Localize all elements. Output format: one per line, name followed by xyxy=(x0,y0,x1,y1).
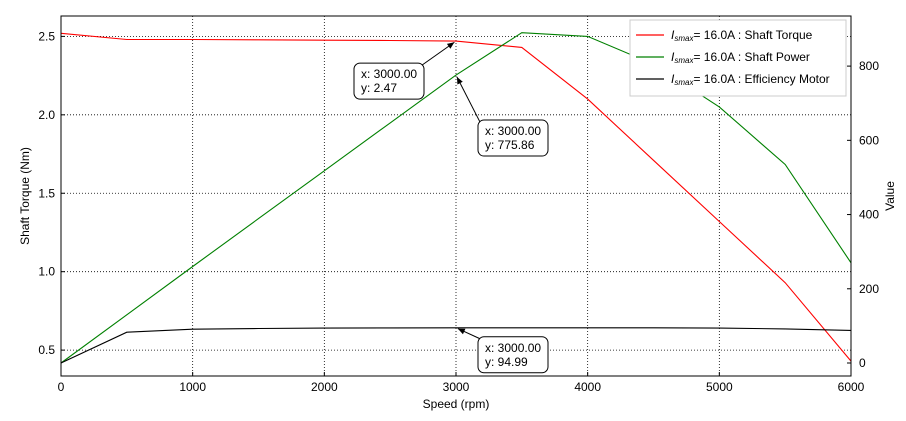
x-tick-label: 3000 xyxy=(443,380,470,394)
legend-entry-1: Ismax= 16.0A : Shaft Power xyxy=(636,50,810,65)
y2-tick-label: 200 xyxy=(859,282,879,296)
legend-entry-2: Ismax= 16.0A : Efficiency Motor xyxy=(636,72,830,87)
y-axis-left: 0.5 1.0 1.5 2.0 2.5 xyxy=(38,29,65,357)
annotation-y-text: y: 94.99 xyxy=(485,355,528,369)
legend-label: Ismax= 16.0A : Shaft Torque xyxy=(671,28,813,43)
y-tick-label: 2.5 xyxy=(38,29,55,43)
x-tick-label: 1000 xyxy=(179,380,206,394)
legend-series-name: Shaft Power xyxy=(745,50,810,64)
legend-symbol: I xyxy=(671,72,675,86)
legend-subscript: smax xyxy=(674,56,694,65)
x-tick-label: 2000 xyxy=(311,380,338,394)
series-line-0 xyxy=(60,32,852,362)
legend-value: = 16.0A xyxy=(693,28,735,42)
annotation-y-text: y: 2.47 xyxy=(361,81,397,95)
y2-tick-label: 800 xyxy=(859,59,879,73)
annotation-arrow-line xyxy=(456,76,481,123)
y-tick-label: 2.0 xyxy=(38,108,55,122)
legend-separator: : xyxy=(735,28,745,42)
annotation-arrowhead xyxy=(457,328,466,335)
series-line-1 xyxy=(60,32,852,364)
legend-separator: : xyxy=(735,50,745,64)
legend-series-name: Efficiency Motor xyxy=(745,72,830,86)
y-axis-right: 0 200 400 600 800 xyxy=(847,59,879,370)
y2-axis-label: Value xyxy=(883,181,897,211)
legend-separator: : xyxy=(735,72,745,86)
annotation-0: x: 3000.00y: 2.47 xyxy=(353,41,455,100)
annotation-arrowhead xyxy=(446,42,455,49)
y2-tick-label: 0 xyxy=(859,356,866,370)
annotation-box xyxy=(477,336,549,374)
legend-entry-0: Ismax= 16.0A : Shaft Torque xyxy=(636,28,813,43)
y2-tick-label: 400 xyxy=(859,208,879,222)
annotations: x: 3000.00y: 2.47x: 3000.00y: 775.86x: 3… xyxy=(353,41,549,374)
legend-value: = 16.0A xyxy=(693,72,735,86)
annotation-x-text: x: 3000.00 xyxy=(361,67,417,81)
legend-label: Ismax= 16.0A : Shaft Power xyxy=(671,50,810,65)
legend-value: = 16.0A xyxy=(693,50,735,64)
legend-subscript: smax xyxy=(674,78,694,87)
annotation-2: x: 3000.00y: 94.99 xyxy=(457,328,549,374)
y-tick-label: 0.5 xyxy=(38,343,55,357)
annotation-arrowhead xyxy=(456,76,463,85)
legend-symbol: I xyxy=(671,28,675,42)
x-tick-label: 5000 xyxy=(706,380,733,394)
y-tick-label: 1.5 xyxy=(38,186,55,200)
y-axis-label: Shaft Torque (Nm) xyxy=(18,147,32,245)
x-tick-label: 6000 xyxy=(838,380,865,394)
annotation-x-text: x: 3000.00 xyxy=(485,124,541,138)
annotation-box xyxy=(353,62,425,100)
legend-subscript: smax xyxy=(674,34,694,43)
legend-label: Ismax= 16.0A : Efficiency Motor xyxy=(671,72,830,87)
x-axis: 0 1000 2000 3000 4000 5000 6000 xyxy=(58,372,865,394)
x-tick-label: 0 xyxy=(58,380,65,394)
legend-symbol: I xyxy=(671,50,675,64)
x-axis-label: Speed (rpm) xyxy=(423,397,490,411)
annotation-box xyxy=(477,119,549,157)
x-tick-label: 4000 xyxy=(574,380,601,394)
legend-series-name: Shaft Torque xyxy=(745,28,813,42)
legend-box xyxy=(629,19,847,97)
series-lines xyxy=(60,32,852,364)
y2-tick-label: 600 xyxy=(859,133,879,147)
y-tick-label: 1.0 xyxy=(38,265,55,279)
series-line-2 xyxy=(60,327,852,364)
annotation-1: x: 3000.00y: 775.86 xyxy=(456,76,549,157)
annotation-x-text: x: 3000.00 xyxy=(485,341,541,355)
annotation-y-text: y: 775.86 xyxy=(485,138,535,152)
